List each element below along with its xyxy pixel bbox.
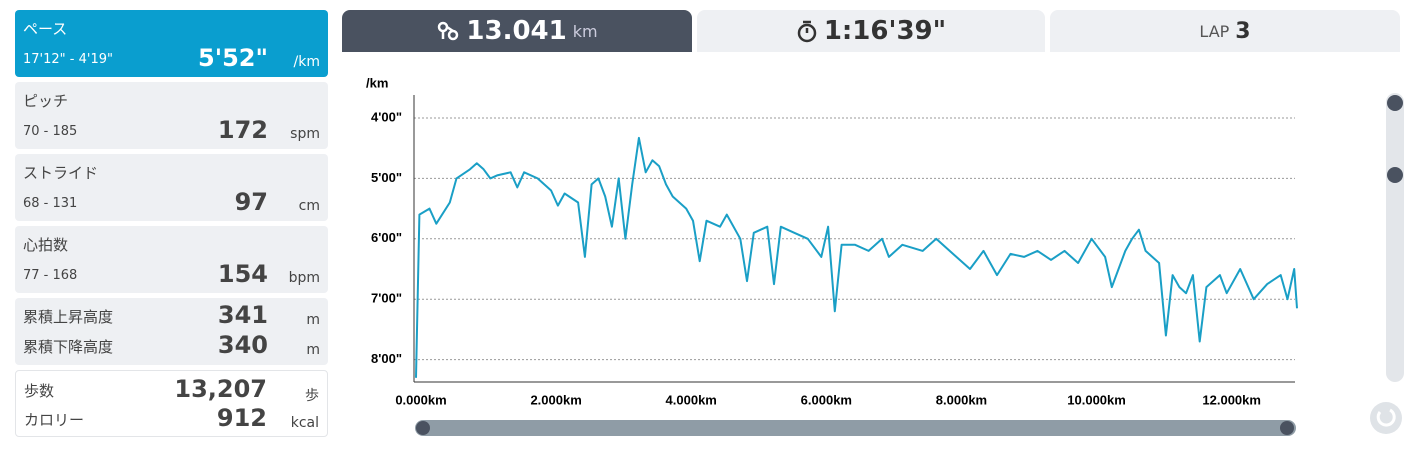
unit: spm (290, 126, 320, 142)
x-tick-label: 10.000km (1067, 392, 1126, 407)
range: 17'12" - 4'19" (23, 52, 113, 67)
reset-icon (1376, 408, 1396, 427)
label: ピッチ (23, 92, 69, 110)
y-tick-label: 7'00" (371, 291, 402, 306)
pace-line (415, 136, 1298, 378)
lap-tab[interactable]: LAP 3 (1050, 10, 1400, 52)
time-value: 1:16'39" (823, 16, 947, 46)
x-tick-label: 8.000km (936, 392, 987, 407)
unit: m (306, 342, 320, 358)
y-tick-label: 6'00" (371, 230, 402, 245)
distance-tab[interactable]: 13.041 km (342, 10, 692, 52)
stopwatch-icon (797, 20, 817, 43)
reset-button[interactable] (1370, 402, 1402, 434)
slider-handle[interactable] (1280, 421, 1294, 435)
distance-value: 13.041 (466, 16, 567, 46)
slider-handle[interactable] (416, 421, 430, 435)
value: 340 (217, 331, 268, 359)
steps-panel[interactable]: 歩数 13,207 歩 カロリー 912 kcal (15, 370, 328, 437)
unit: m (306, 312, 320, 328)
distance-unit: km (572, 21, 598, 41)
unit: cm (298, 198, 320, 214)
x-tick-label: 4.000km (666, 392, 717, 407)
y-tick-label: 8'00" (371, 351, 402, 366)
unit: bpm (288, 270, 320, 286)
label: 心拍数 (23, 236, 69, 254)
x-tick-label: 6.000km (801, 392, 852, 407)
heart-rate-panel[interactable]: 心拍数 77 - 168 154 bpm (15, 226, 328, 293)
range: 77 - 168 (23, 268, 78, 283)
value: 13,207 (174, 375, 267, 403)
label: 累積上昇高度 (23, 308, 114, 326)
range: 68 - 131 (23, 196, 78, 211)
lap-value: 3 (1235, 18, 1251, 44)
label: ペース (23, 20, 68, 38)
y-axis-label: /km (366, 75, 388, 90)
x-tick-label: 0.000km (395, 392, 446, 407)
scrollbar (1386, 93, 1404, 382)
elevation-panel[interactable]: 累積上昇高度 341 m 累積下降高度 340 m (15, 298, 328, 365)
range-slider (415, 420, 1296, 436)
x-tick-label: 2.000km (530, 392, 581, 407)
value: 5'52" (198, 44, 268, 72)
value: 154 (217, 260, 268, 288)
time-tab[interactable]: 1:16'39" (697, 10, 1045, 52)
unit: /km (293, 54, 320, 70)
pace-panel[interactable]: ペース 17'12" - 4'19" 5'52" /km (15, 10, 328, 77)
scroll-knob[interactable] (1387, 167, 1403, 183)
label: ストライド (23, 164, 99, 182)
range: 70 - 185 (23, 124, 78, 139)
unit: kcal (290, 415, 319, 431)
cadence-panel[interactable]: ピッチ 70 - 185 172 spm (15, 82, 328, 149)
label: 累積下降高度 (23, 338, 114, 356)
value: 341 (217, 301, 268, 329)
label: 歩数 (24, 382, 55, 400)
value: 172 (217, 116, 268, 144)
value: 912 (216, 404, 267, 432)
value: 97 (234, 188, 268, 216)
unit: 歩 (305, 388, 319, 404)
x-tick-label: 12.000km (1202, 392, 1261, 407)
y-tick-label: 4'00" (371, 109, 402, 124)
y-tick-label: 5'00" (371, 170, 402, 185)
lap-label: LAP (1199, 21, 1230, 41)
scroll-knob[interactable] (1387, 95, 1403, 111)
label: カロリー (24, 411, 85, 429)
route-icon (438, 21, 459, 41)
stride-panel[interactable]: ストライド 68 - 131 97 cm (15, 154, 328, 221)
